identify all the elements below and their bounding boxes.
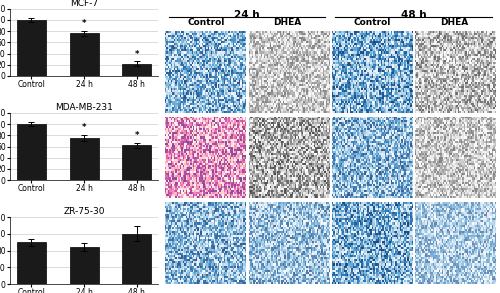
Text: DHEA: DHEA — [274, 18, 302, 27]
Text: 24 h: 24 h — [234, 10, 260, 20]
Title: ZR-75-30: ZR-75-30 — [64, 207, 105, 216]
Bar — [70, 33, 98, 76]
Text: Control: Control — [354, 18, 391, 27]
Text: *: * — [82, 19, 86, 28]
Title: MDA-MB-231: MDA-MB-231 — [55, 103, 113, 112]
Bar — [122, 234, 152, 284]
Bar — [70, 247, 98, 284]
Bar — [16, 20, 46, 76]
Text: *: * — [134, 50, 139, 59]
Text: 48 h: 48 h — [400, 10, 426, 20]
Bar — [122, 145, 152, 180]
Bar — [16, 242, 46, 284]
Text: DHEA: DHEA — [440, 18, 468, 27]
Title: MCF-7: MCF-7 — [70, 0, 98, 8]
Bar — [70, 138, 98, 180]
Text: *: * — [134, 131, 139, 140]
Bar — [16, 124, 46, 180]
Text: Control: Control — [188, 18, 225, 27]
Text: *: * — [82, 123, 86, 132]
Bar — [122, 64, 152, 76]
